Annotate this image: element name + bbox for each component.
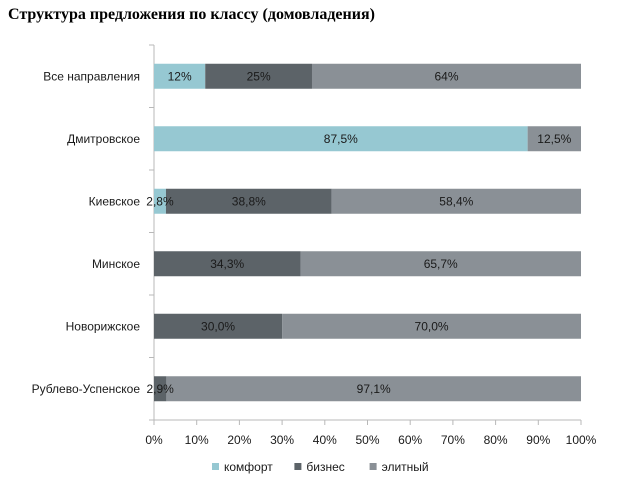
x-tick-label: 80% bbox=[484, 433, 508, 447]
data-label: 12,5% bbox=[537, 132, 571, 146]
data-label: 70,0% bbox=[415, 319, 449, 333]
data-label: 2,9% bbox=[147, 382, 175, 396]
bar-segment-элитный bbox=[331, 188, 581, 214]
data-labels: 12% 25% 64% 87,5% 12,5% 2,8% 38,8% 58,4% 34,3% 65… bbox=[146, 69, 571, 396]
x-tick-label: 60% bbox=[398, 433, 422, 447]
category-label: Рублево-Успенское bbox=[32, 382, 141, 396]
data-label: 87,5% bbox=[324, 132, 358, 146]
x-tick-label: 100% bbox=[566, 433, 597, 447]
x-tick-label: 10% bbox=[185, 433, 209, 447]
legend-swatch-комфорт bbox=[212, 463, 219, 470]
x-tick-label: 30% bbox=[270, 433, 294, 447]
category-label: Минское bbox=[92, 257, 140, 271]
x-tick-label: 90% bbox=[526, 433, 550, 447]
data-label: 65,7% bbox=[424, 257, 458, 271]
x-tick-label: 50% bbox=[355, 433, 379, 447]
bar-segment-бизнес bbox=[165, 188, 332, 214]
data-label: 64% bbox=[434, 69, 458, 83]
bar-segment-элитный bbox=[282, 313, 581, 339]
category-label: Новорижское bbox=[66, 319, 141, 333]
x-tick-label: 0% bbox=[145, 433, 163, 447]
data-label: 2,8% bbox=[146, 194, 174, 208]
bar-segment-бизнес bbox=[154, 313, 283, 339]
bars bbox=[154, 63, 581, 402]
data-label: 58,4% bbox=[439, 194, 473, 208]
axes: 0% 10% 20% 30% 40% 50% 60% 70% 80% 90% 100% Все нап… bbox=[32, 44, 597, 447]
bar-segment-комфорт bbox=[154, 63, 206, 89]
data-label: 97,1% bbox=[357, 382, 391, 396]
bar-segment-элитный bbox=[300, 251, 581, 277]
legend-swatch-элитный bbox=[369, 463, 377, 470]
bar-segment-комфорт bbox=[154, 126, 528, 152]
data-label: 34,3% bbox=[210, 257, 244, 271]
bar-segment-элитный bbox=[527, 126, 581, 152]
legend-label: комфорт bbox=[224, 460, 273, 474]
category-label: Киевское bbox=[89, 194, 141, 208]
data-label: 12% bbox=[168, 69, 192, 83]
data-label: 25% bbox=[247, 69, 271, 83]
legend-label: элитный bbox=[382, 460, 429, 474]
bar-segment-комфорт bbox=[154, 188, 166, 214]
category-label: Дмитровское bbox=[67, 132, 140, 146]
bar-segment-бизнес bbox=[154, 251, 301, 277]
bar-segment-элитный bbox=[166, 376, 581, 402]
data-label: 38,8% bbox=[232, 194, 266, 208]
x-tick-label: 40% bbox=[313, 433, 337, 447]
chart-title: Структура предложения по классу (домовла… bbox=[8, 6, 375, 23]
bar-segment-бизнес bbox=[205, 63, 312, 89]
legend: комфорт бизнес элитный bbox=[212, 460, 429, 474]
bar-segment-бизнес bbox=[154, 376, 167, 402]
data-label: 30,0% bbox=[201, 319, 235, 333]
legend-swatch-бизнес bbox=[294, 463, 302, 470]
legend-label: бизнес bbox=[306, 460, 344, 474]
x-tick-label: 70% bbox=[441, 433, 465, 447]
bar-segment-элитный bbox=[311, 63, 581, 89]
x-tick-label: 20% bbox=[227, 433, 251, 447]
category-label: Все направления bbox=[43, 69, 140, 83]
